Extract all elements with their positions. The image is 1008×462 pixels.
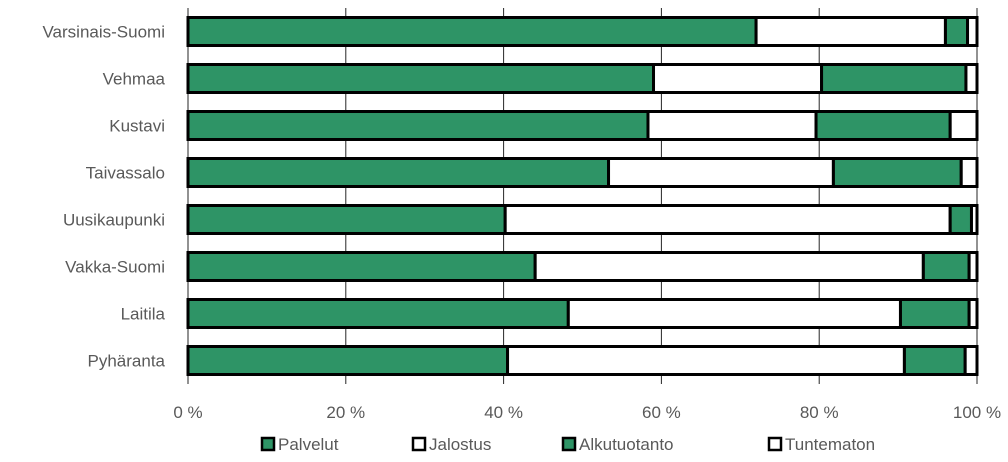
legend-swatch	[767, 436, 783, 452]
bar-palvelut-pyharanta	[186, 345, 510, 376]
bar-alkutuotanto-kustavi	[814, 110, 952, 141]
legend-swatch	[260, 436, 276, 452]
y-category-label: Varsinais-Suomi	[42, 23, 165, 42]
legend-swatch	[411, 436, 427, 452]
bar-alkutuotanto-uusikaupunki	[948, 204, 973, 235]
legend: Palvelut Jalostus Alkutuotanto Tuntematon	[260, 435, 875, 454]
legend-swatch	[561, 436, 577, 452]
bar-palvelut-vakka-suomi	[186, 251, 537, 282]
y-category-label: Vehmaa	[103, 70, 166, 89]
bar-palvelut-kustavi	[186, 110, 650, 141]
legend-item-tuntematon: Tuntematon	[767, 435, 875, 454]
x-axis-tick-labels: 0 % 20 % 40 % 60 % 80 % 100 %	[173, 403, 1001, 422]
bar-tuntematon-laitila	[967, 298, 979, 329]
legend-label: Alkutuotanto	[579, 435, 674, 454]
bar-tuntematon-taivassalo	[959, 157, 979, 188]
bar-tuntematon-uusikaupunki	[969, 204, 979, 235]
legend-item-palvelut: Palvelut	[260, 435, 339, 454]
bars	[186, 16, 979, 376]
legend-label: Jalostus	[429, 435, 491, 454]
bar-jalostus-kustavi	[646, 110, 818, 141]
bar-jalostus-pyharanta	[506, 345, 906, 376]
x-tick-label: 80 %	[800, 403, 839, 422]
x-tick-label: 100 %	[953, 403, 1001, 422]
bar-palvelut-uusikaupunki	[186, 204, 507, 235]
bar-alkutuotanto-laitila	[898, 298, 971, 329]
y-category-label: Taivassalo	[86, 164, 165, 183]
y-category-label: Uusikaupunki	[63, 211, 165, 230]
x-tick-label: 0 %	[173, 403, 202, 422]
bar-jalostus-taivassalo	[607, 157, 835, 188]
bar-jalostus-vakka-suomi	[533, 251, 925, 282]
legend-label: Palvelut	[278, 435, 339, 454]
bar-palvelut-vehmaa	[186, 63, 656, 94]
bar-jalostus-varsinais-suomi	[754, 16, 947, 47]
x-tick-label: 40 %	[484, 403, 523, 422]
y-category-label: Vakka-Suomi	[65, 258, 165, 277]
legend-item-alkutuotanto: Alkutuotanto	[561, 435, 674, 454]
bar-palvelut-laitila	[186, 298, 570, 329]
bar-alkutuotanto-taivassalo	[831, 157, 963, 188]
bar-alkutuotanto-pyharanta	[902, 345, 967, 376]
bar-tuntematon-varsinais-suomi	[966, 16, 979, 47]
y-category-label: Laitila	[121, 305, 166, 324]
bar-jalostus-uusikaupunki	[503, 204, 952, 235]
bar-alkutuotanto-vehmaa	[820, 63, 968, 94]
legend-label: Tuntematon	[785, 435, 875, 454]
bar-tuntematon-pyharanta	[963, 345, 979, 376]
x-tick-label: 60 %	[642, 403, 681, 422]
legend-item-jalostus: Jalostus	[411, 435, 491, 454]
x-tick-label: 20 %	[326, 403, 365, 422]
bar-jalostus-vehmaa	[652, 63, 824, 94]
bar-palvelut-varsinais-suomi	[186, 16, 758, 47]
bar-palvelut-taivassalo	[186, 157, 611, 188]
bar-alkutuotanto-vakka-suomi	[921, 251, 971, 282]
bar-alkutuotanto-varsinais-suomi	[943, 16, 970, 47]
y-axis-labels: Varsinais-Suomi Vehmaa Kustavi Taivassalo Uu…	[42, 23, 165, 371]
bar-tuntematon-kustavi	[948, 110, 979, 141]
y-category-label: Pyhäranta	[88, 352, 166, 371]
bar-tuntematon-vehmaa	[964, 63, 979, 94]
bar-jalostus-laitila	[566, 298, 902, 329]
bar-tuntematon-vakka-suomi	[967, 251, 979, 282]
y-category-label: Kustavi	[109, 117, 165, 136]
